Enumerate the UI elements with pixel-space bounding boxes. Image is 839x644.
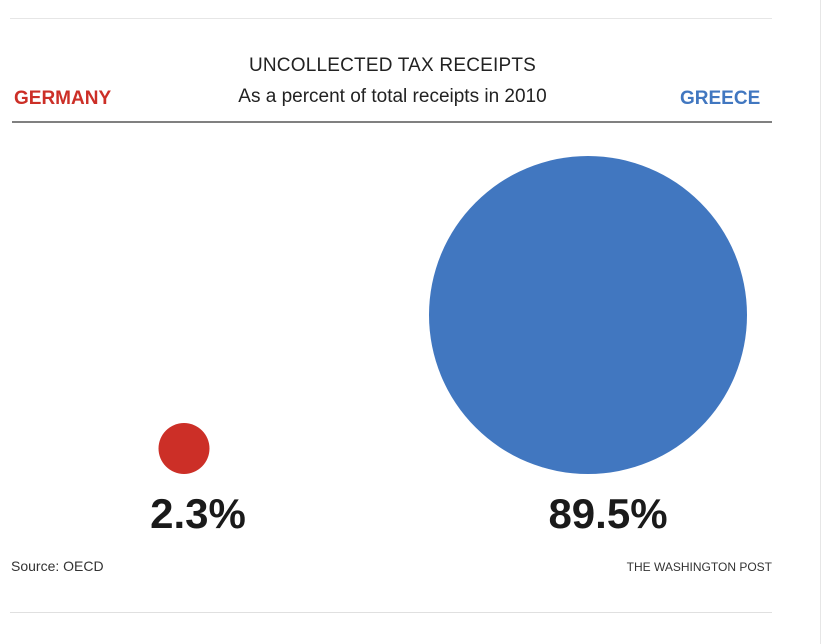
germany-value-label: 2.3%: [150, 490, 246, 537]
header-divider: [12, 121, 772, 123]
chart-subtitle: As a percent of total receipts in 2010: [238, 86, 547, 107]
greece-bubble: [429, 156, 747, 474]
chart-title: UNCOLLECTED TAX RECEIPTS: [248, 55, 537, 76]
germany-bubble: [158, 423, 210, 474]
country-label-germany: GERMANY: [14, 88, 112, 109]
greece-value-label: 89.5%: [548, 490, 668, 537]
bottom-divider: [10, 612, 772, 613]
country-label-greece: GREECE: [680, 88, 761, 109]
right-border: [820, 0, 821, 644]
publisher-credit: THE WASHINGTON POST: [626, 560, 772, 574]
source-note: Source: OECD: [11, 558, 104, 574]
top-divider: [10, 18, 772, 19]
